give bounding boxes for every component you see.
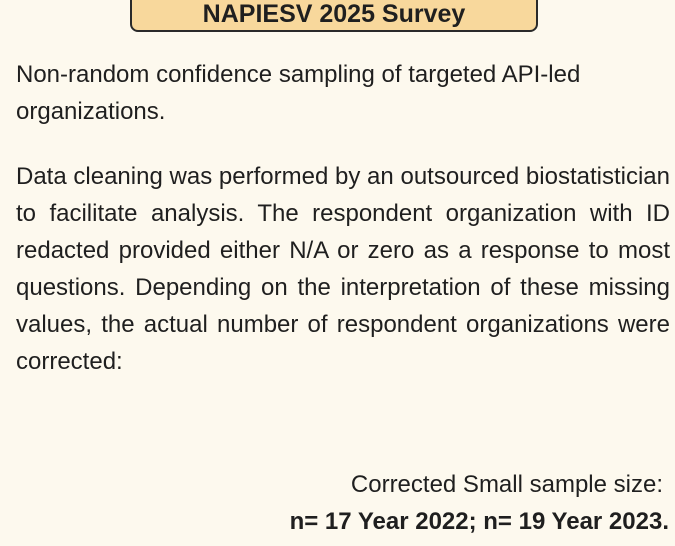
sample-size-values: n= 17 Year 2022; n= 19 Year 2023. xyxy=(289,508,669,535)
sample-size-label: Corrected Small sample size: xyxy=(350,471,663,498)
paragraph: Data cleaning was performed by an outsou… xyxy=(16,163,670,375)
title: NAPIESV 2025 Survey xyxy=(202,0,466,28)
title-box: NAPIESV 2025 Survey xyxy=(130,0,538,32)
paragraph: Non-random confidence sampling of target… xyxy=(16,61,581,125)
